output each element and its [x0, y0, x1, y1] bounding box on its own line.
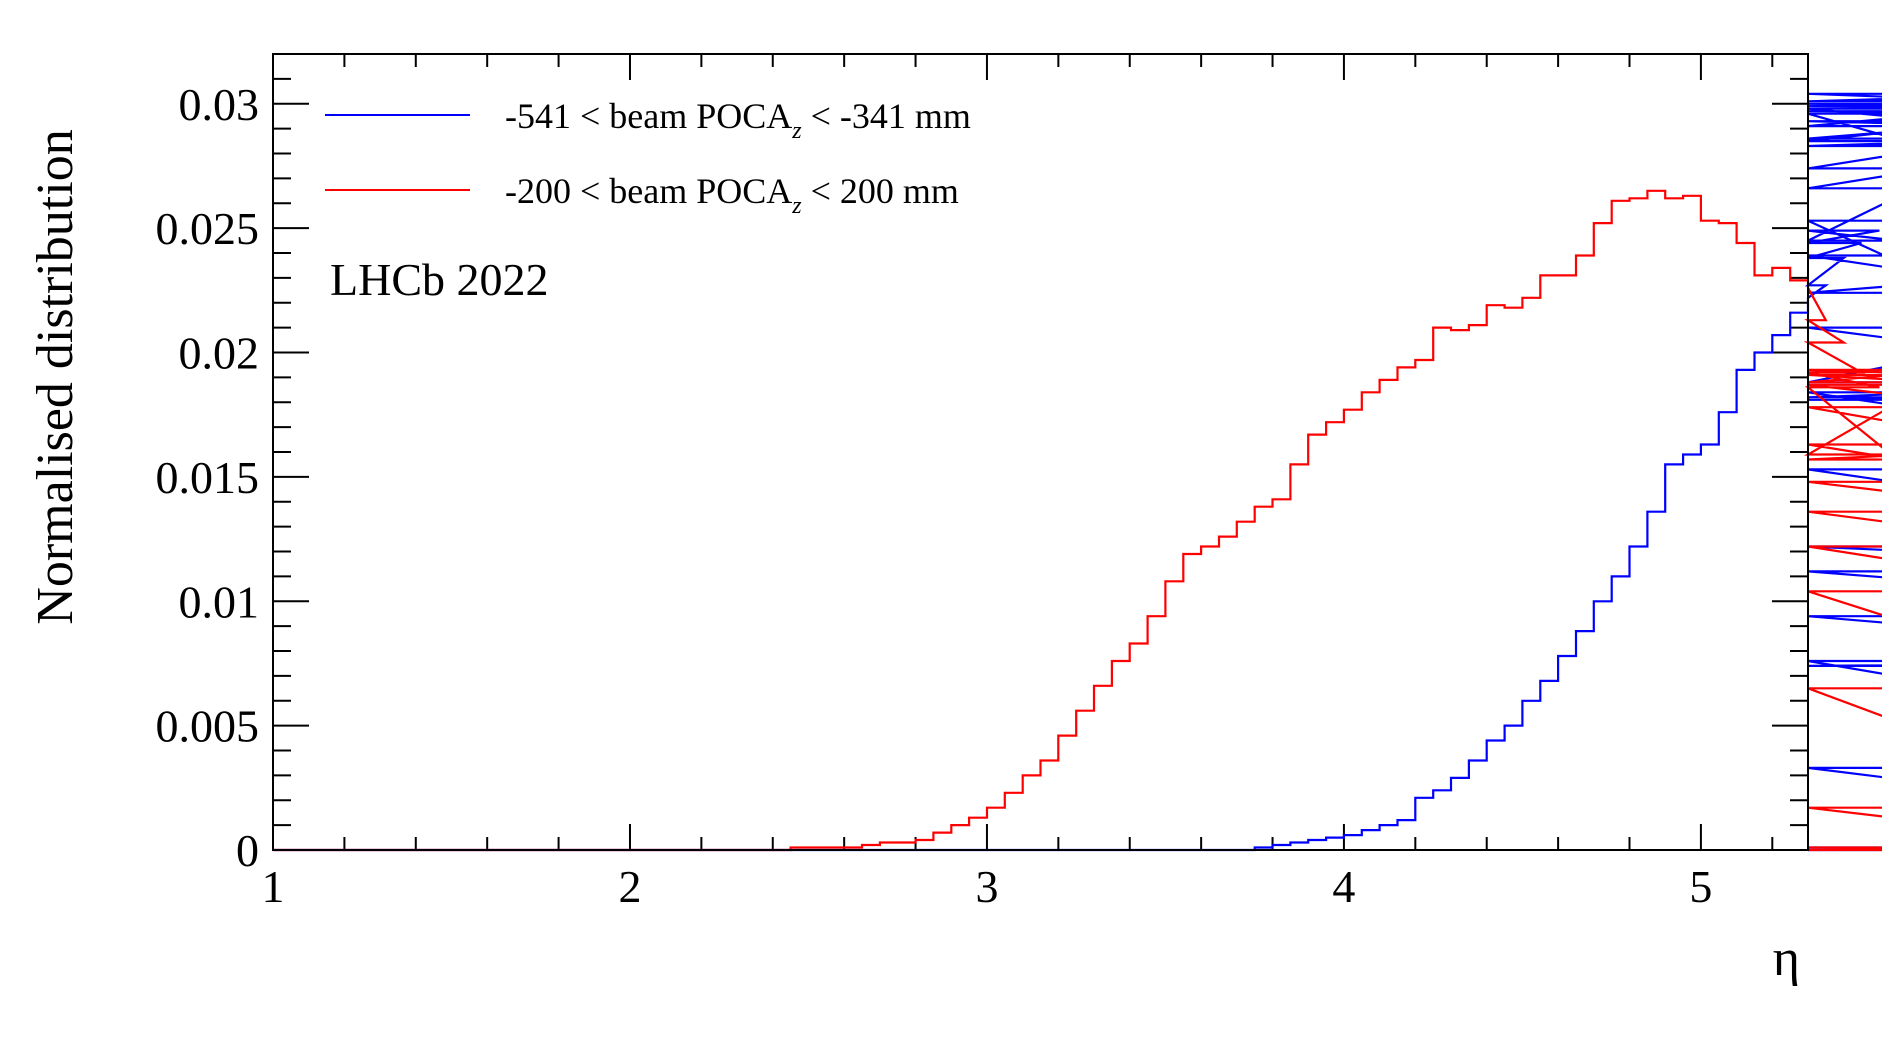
y-tick-label: 0.025: [156, 203, 260, 254]
legend: -541 < beam POCAz < -341 mm -200 < beam …: [325, 96, 971, 219]
y-tick-label: 0.005: [156, 701, 260, 752]
y-tick-label: 0.015: [156, 452, 260, 503]
x-axis-title: η: [1773, 930, 1800, 987]
legend-label-blue: -541 < beam POCAz < -341 mm: [505, 96, 971, 144]
x-tick-label: 2: [618, 861, 641, 912]
experiment-label: LHCb 2022: [330, 254, 549, 305]
x-tick-label: 5: [1689, 861, 1712, 912]
x-tick-label: 1: [262, 861, 285, 912]
y-tick-label: 0.01: [179, 576, 260, 627]
plot-frame: [272, 53, 1809, 851]
series-red-line: [273, 189, 1882, 852]
x-tick-label: 3: [975, 861, 998, 912]
y-tick-label: 0.02: [179, 328, 260, 379]
axis-ticks: [272, 53, 1808, 851]
legend-label-red: -200 < beam POCAz < 200 mm: [505, 171, 959, 219]
y-tick-label: 0: [236, 825, 259, 876]
y-tick-label: 0.03: [179, 79, 260, 130]
y-axis-title: Normalised distribution: [27, 129, 84, 624]
tick-labels: 1 2 3 4 5 0 0.005 0.01 0.015 0.02 0.025 0.03: [156, 79, 1713, 912]
x-tick-label: 4: [1332, 861, 1355, 912]
